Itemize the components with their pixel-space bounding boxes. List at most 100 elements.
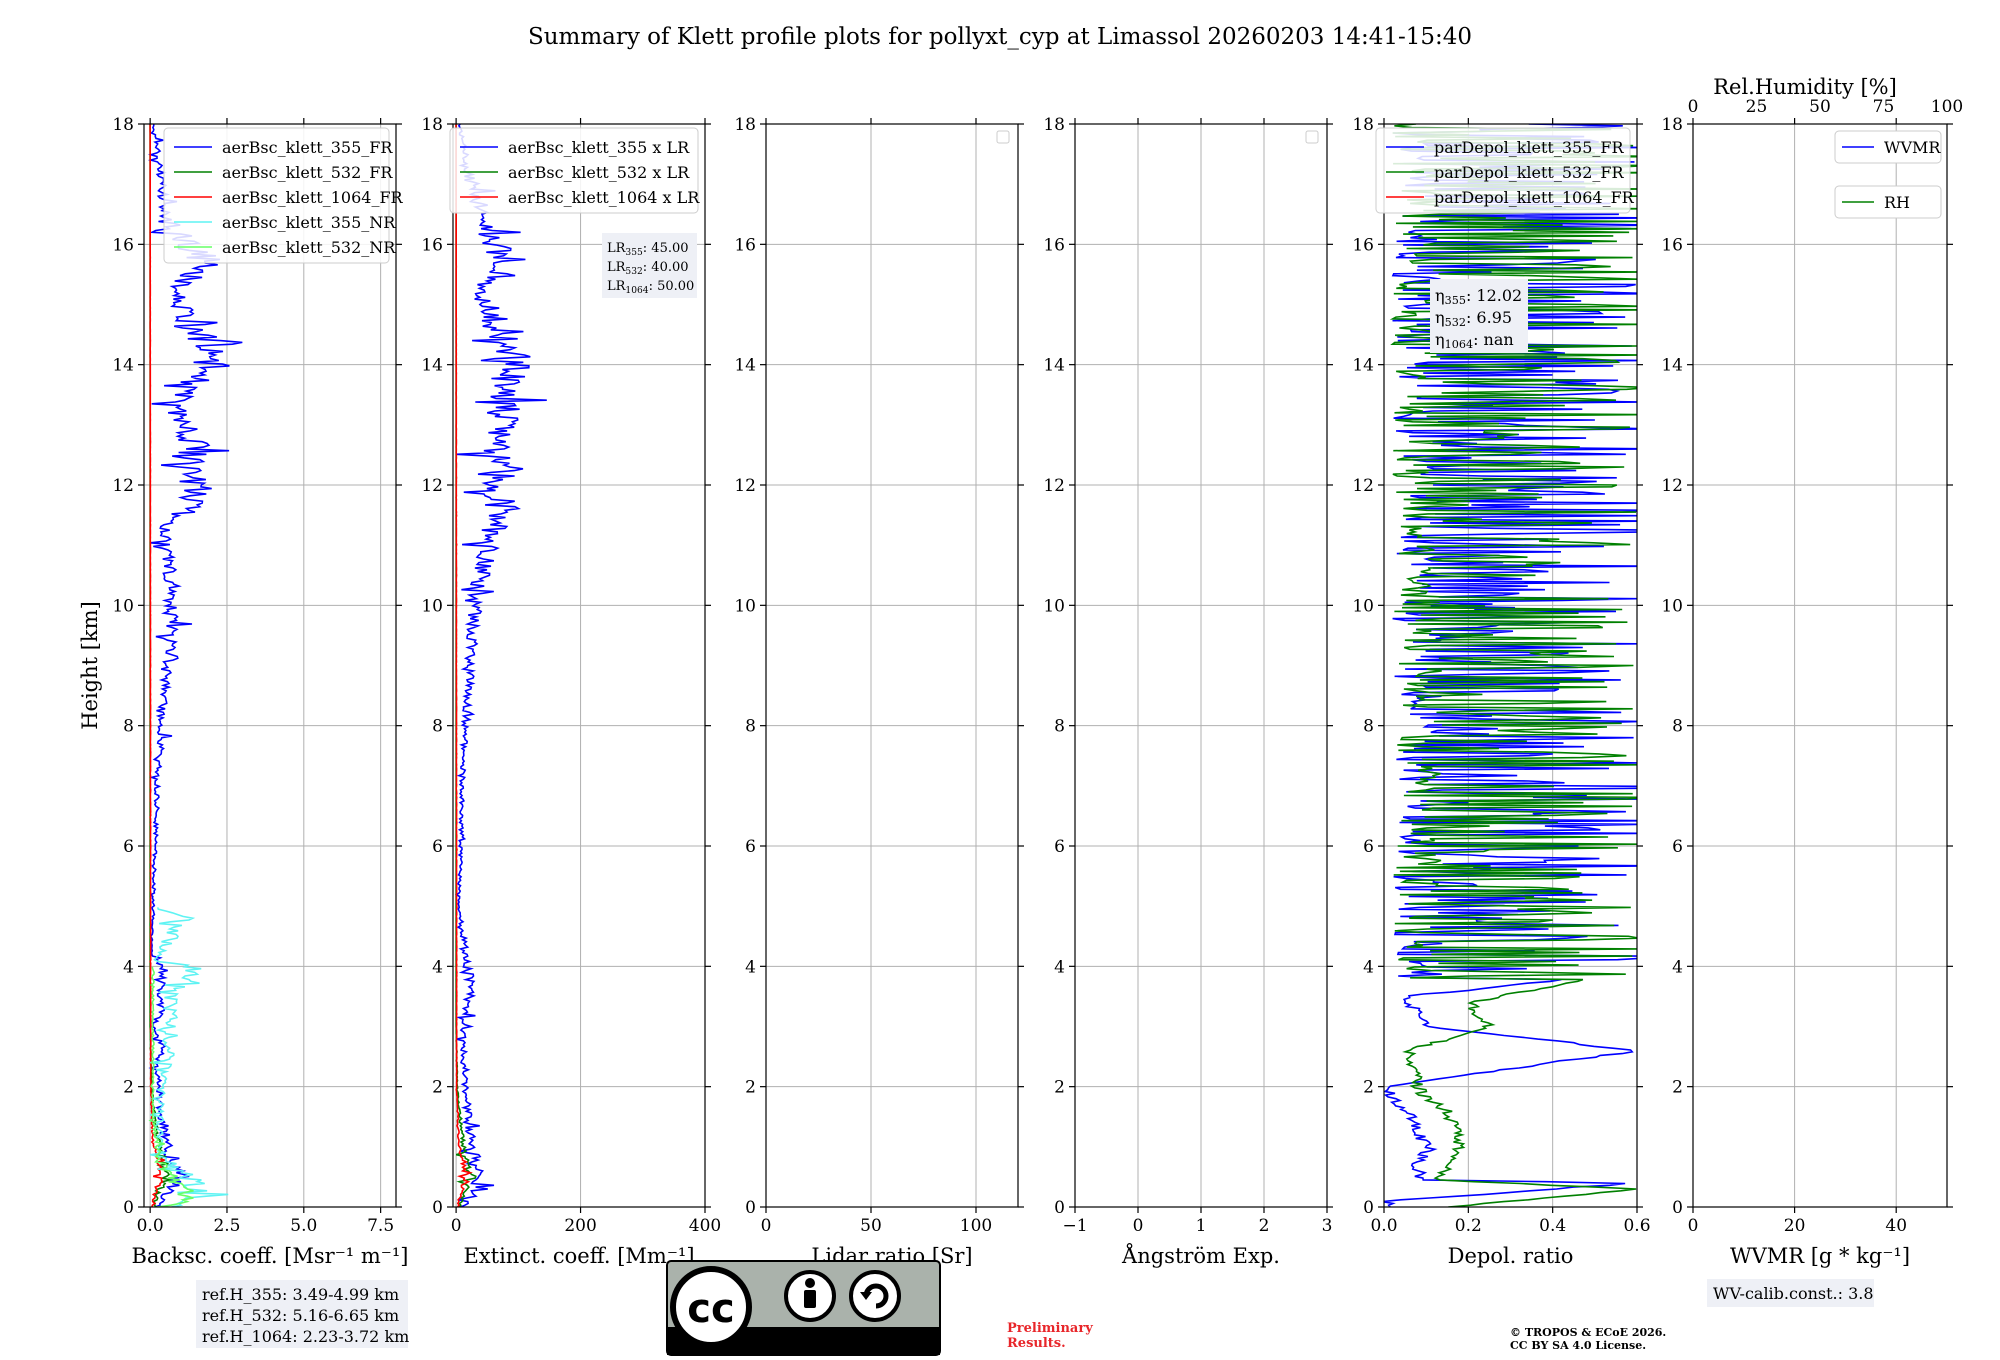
annotation-line: LR1064: 50.00 bbox=[607, 279, 694, 296]
legend-label: aerBsc_klett_532 x LR bbox=[508, 163, 690, 182]
by-body bbox=[804, 1290, 816, 1308]
legend: aerBsc_klett_355 x LR aerBsc_klett_532 x … bbox=[449, 127, 700, 214]
axes-frame bbox=[1692, 123, 1948, 1208]
y-tick-label: 10 bbox=[734, 596, 756, 616]
y-tick-label: 18 bbox=[1352, 115, 1374, 135]
y-tick-label: 6 bbox=[1054, 837, 1065, 857]
y-tick-label: 4 bbox=[123, 957, 134, 977]
legend-label: aerBsc_klett_355_FR bbox=[222, 138, 393, 157]
y-tick-label: 16 bbox=[112, 235, 134, 255]
x-tick-label: 50 bbox=[860, 1216, 882, 1236]
footer: ref.H_355: 3.49-4.99 km ref.H_532: 5.16-6… bbox=[196, 1260, 1874, 1356]
annotation-symbol: η bbox=[1435, 330, 1445, 349]
y-tick-label: 0 bbox=[123, 1198, 134, 1218]
y-tick-label: 0 bbox=[1672, 1198, 1683, 1218]
y-tick-label: 12 bbox=[112, 476, 134, 496]
y-tick-label: 14 bbox=[1352, 356, 1374, 376]
annotation-value: : 40.00 bbox=[643, 260, 689, 275]
wv-calib-box bbox=[1707, 1279, 1874, 1307]
x2-tick-label: 75 bbox=[1873, 97, 1895, 117]
y-tick-label: 2 bbox=[745, 1078, 756, 1098]
legend-label: aerBsc_klett_532_NR bbox=[222, 238, 396, 257]
panel-wvmr: 0 20 40 0 2 4 6 8 10 12 14 16 18 WVMR [g * kg⁻¹] 0 25 50… bbox=[1661, 75, 1963, 1268]
x-tick-label: 0.0 bbox=[137, 1216, 164, 1236]
x-tick-label: 1 bbox=[1196, 1216, 1207, 1236]
figure-title: Summary of Klett profile plots for polly… bbox=[528, 24, 1472, 50]
ref-height-box bbox=[196, 1280, 408, 1348]
x-axis-label: Extinct. coeff. [Mm⁻¹] bbox=[463, 1244, 694, 1268]
y-tick-label: 2 bbox=[1054, 1078, 1065, 1098]
y-tick-label: 12 bbox=[1043, 476, 1065, 496]
x-tick-label: 0 bbox=[1133, 1216, 1144, 1236]
empty-legend bbox=[1305, 130, 1319, 144]
y-tick-label: 10 bbox=[1661, 596, 1683, 616]
panel-extinction: 0 200 400 0 2 4 6 8 10 12 14 16 18 Extinct. coeff. [M… bbox=[421, 115, 721, 1268]
annotation-value: : 12.02 bbox=[1466, 286, 1522, 305]
legend-box bbox=[1375, 127, 1631, 214]
annotation-line: LR532: 40.00 bbox=[607, 260, 689, 277]
x-tick-label: 0.2 bbox=[1455, 1216, 1482, 1236]
y-tick-label: 14 bbox=[734, 356, 756, 376]
x-tick-label: 0 bbox=[761, 1216, 772, 1236]
annotation-line: η355: 12.02 bbox=[1435, 286, 1522, 307]
y-tick-label: 8 bbox=[432, 717, 443, 737]
annotation-symbol: η bbox=[1435, 308, 1445, 327]
legend-label: aerBsc_klett_1064_FR bbox=[222, 188, 404, 207]
x-tick-label: 2 bbox=[1259, 1216, 1270, 1236]
legend: aerBsc_klett_355_FR aerBsc_klett_532_FRae… bbox=[163, 127, 404, 264]
legend: parDepol_klett_355_FR parDepol_klett_532_… bbox=[1375, 127, 1635, 214]
annotation-subscript: 1064 bbox=[1445, 338, 1473, 351]
legend-box bbox=[163, 127, 390, 264]
y-tick-label: 12 bbox=[734, 476, 756, 496]
y-tick-label: 12 bbox=[1661, 476, 1683, 496]
y-tick-label: 16 bbox=[1352, 235, 1374, 255]
x2-tick-label: 25 bbox=[1746, 97, 1768, 117]
series-group bbox=[147, 124, 243, 1207]
legend-label: aerBsc_klett_1064 x LR bbox=[508, 188, 700, 207]
y-tick-label: 10 bbox=[112, 596, 134, 616]
y-tick-label: 16 bbox=[734, 235, 756, 255]
y-tick-label: 2 bbox=[1363, 1078, 1374, 1098]
annotation-symbol: LR bbox=[607, 241, 627, 256]
panel-depol: 0.0 0.2 0.4 0.6 0 2 4 6 8 10 12 14 16 18 Depol. ratio p… bbox=[1352, 115, 1650, 1268]
series-line bbox=[148, 966, 194, 1207]
annotation-subscript: 1064 bbox=[625, 286, 648, 296]
x-tick-label: 40 bbox=[1885, 1216, 1907, 1236]
annotation-subscript: 355 bbox=[1445, 294, 1466, 307]
copyright-note: © TROPOS & ECoE 2026. bbox=[1510, 1326, 1666, 1339]
panel-backscatter: 0.0 2.5 5.0 7.5 0 2 4 6 8 10 12 14 16 18 Backsc. coeff… bbox=[78, 115, 408, 1268]
legend: WVMR RH bbox=[1834, 130, 1942, 219]
annotation-value: : nan bbox=[1473, 330, 1514, 349]
legend-label: RH bbox=[1884, 193, 1910, 212]
y-tick-label: 10 bbox=[1043, 596, 1065, 616]
x-tick-label: 0.6 bbox=[1623, 1216, 1650, 1236]
y-tick-label: 12 bbox=[421, 476, 443, 496]
y-tick-label: 18 bbox=[112, 115, 134, 135]
legend-label: parDepol_klett_532_FR bbox=[1434, 163, 1625, 182]
legend-box bbox=[449, 127, 699, 214]
y-tick-label: 4 bbox=[745, 957, 756, 977]
axes-frame bbox=[765, 123, 1019, 1208]
preliminary-note: Preliminary bbox=[1007, 1321, 1093, 1336]
y-tick-label: 2 bbox=[123, 1078, 134, 1098]
annotation-subscript: 532 bbox=[625, 267, 642, 277]
y-tick-label: 10 bbox=[1352, 596, 1374, 616]
ref-height-line: ref.H_355: 3.49-4.99 km bbox=[202, 1285, 399, 1304]
axes-frame bbox=[452, 123, 706, 1208]
y-tick-label: 0 bbox=[1363, 1198, 1374, 1218]
series-line bbox=[454, 124, 547, 1207]
y-tick-label: 0 bbox=[432, 1198, 443, 1218]
series-line bbox=[1389, 124, 1637, 1207]
y-tick-label: 4 bbox=[1363, 957, 1374, 977]
wv-calib-text: WV-calib.const.: 3.8 bbox=[1713, 1284, 1874, 1303]
y-tick-label: 16 bbox=[1043, 235, 1065, 255]
y-tick-label: 14 bbox=[1661, 356, 1683, 376]
legend-label: aerBsc_klett_532_FR bbox=[222, 163, 393, 182]
y-tick-label: 18 bbox=[1043, 115, 1065, 135]
y-tick-label: 4 bbox=[1672, 957, 1683, 977]
y-tick-label: 6 bbox=[1363, 837, 1374, 857]
